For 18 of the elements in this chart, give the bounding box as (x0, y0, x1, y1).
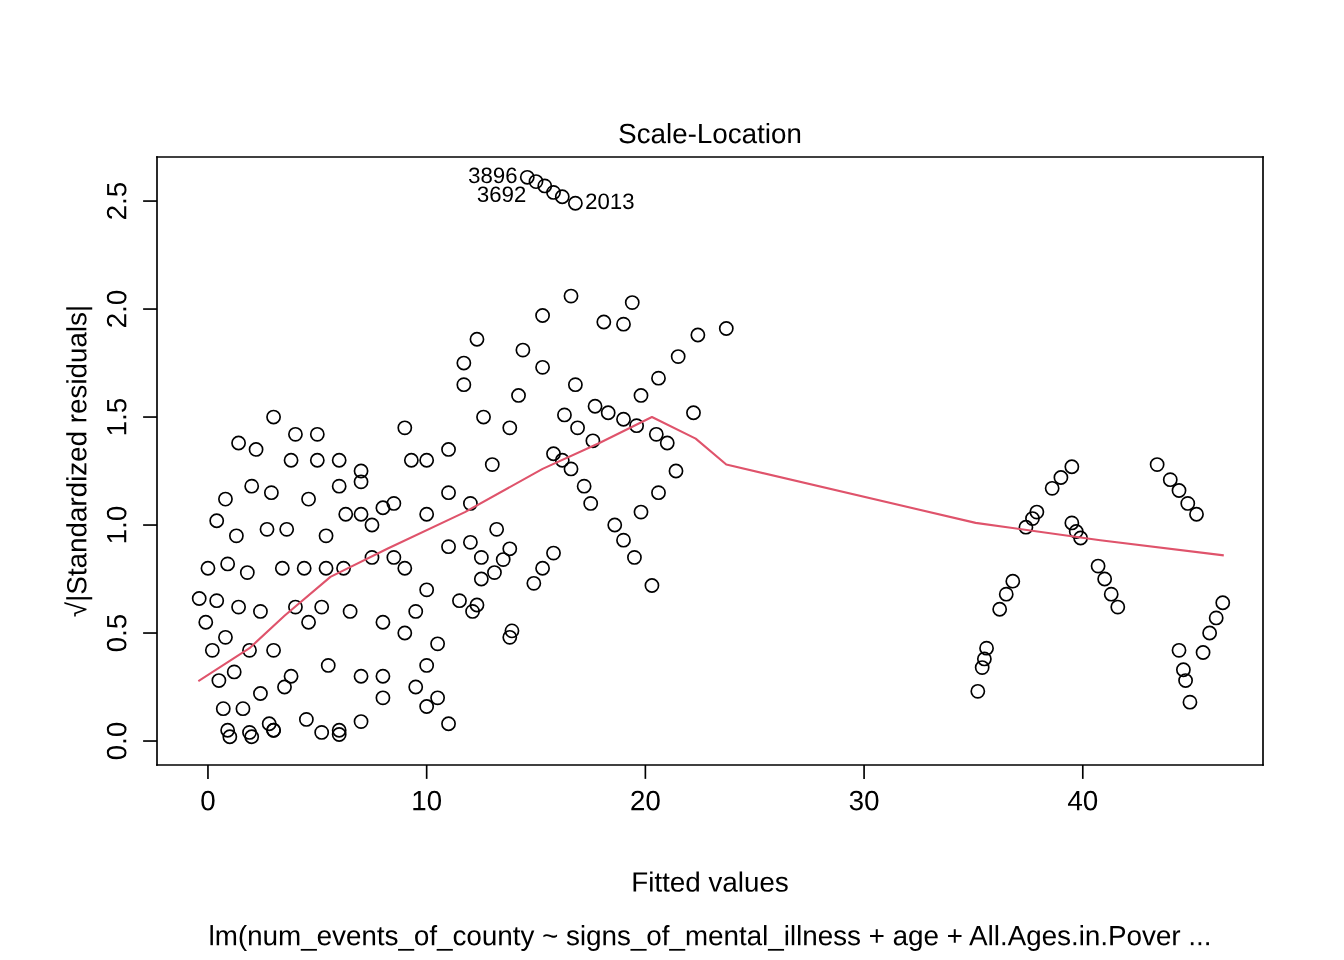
x-axis-title: Fitted values (633, 871, 788, 892)
y-axis-title: √|Standardized residuals| (64, 307, 93, 617)
x-tick-label: 0 (201, 790, 215, 811)
y-tick-label: 1.5 (107, 398, 127, 435)
y-tick-label: 0.0 (106, 722, 127, 760)
y-tick-label: 0.5 (106, 614, 127, 652)
annotation: 3896 (468, 167, 517, 184)
chart-title: Scale-Location (619, 122, 801, 144)
y-tick-label: 1.0 (106, 506, 127, 543)
x-tick-label: 40 (1067, 790, 1098, 811)
x-tick-label: 20 (631, 790, 660, 811)
y-tick-label: 2.0 (106, 290, 127, 327)
x-tick-label: 30 (849, 790, 879, 811)
annotation: 2013 (586, 193, 634, 210)
text: lm(num_events_of_county ~ signs_of_mental_illness + age + All.Ages.in.Pover ... (210, 925, 1209, 951)
y-tick-label: 2.5 (106, 182, 127, 219)
annotation: 3692 (477, 186, 526, 203)
x-tick-label: 10 (413, 790, 442, 811)
